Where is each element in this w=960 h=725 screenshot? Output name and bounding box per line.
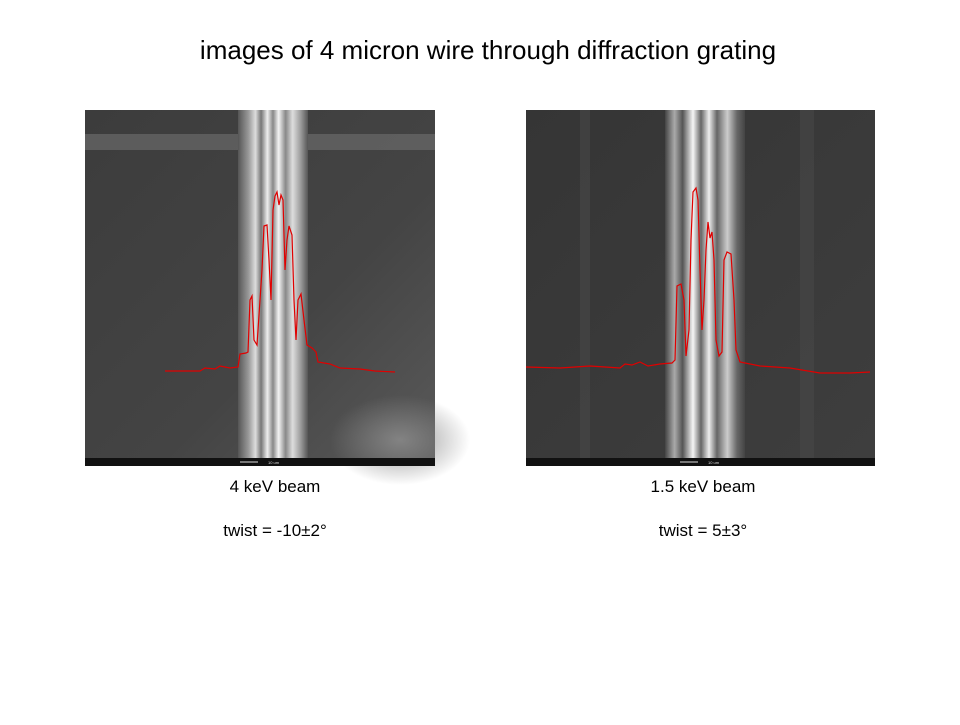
image-right: 10 um: [525, 110, 875, 466]
scale-label: 10 um: [708, 460, 720, 465]
scale-label: 10 um: [268, 460, 280, 465]
twist-label: twist = -10±2°: [223, 521, 327, 540]
image-left: 10 um: [85, 110, 470, 485]
caption: 1.5 keV beam: [651, 477, 756, 496]
twist-label: twist = 5±3°: [659, 521, 747, 540]
caption: 4 keV beam: [230, 477, 321, 496]
slide-title: images of 4 micron wire through diffract…: [200, 35, 776, 65]
